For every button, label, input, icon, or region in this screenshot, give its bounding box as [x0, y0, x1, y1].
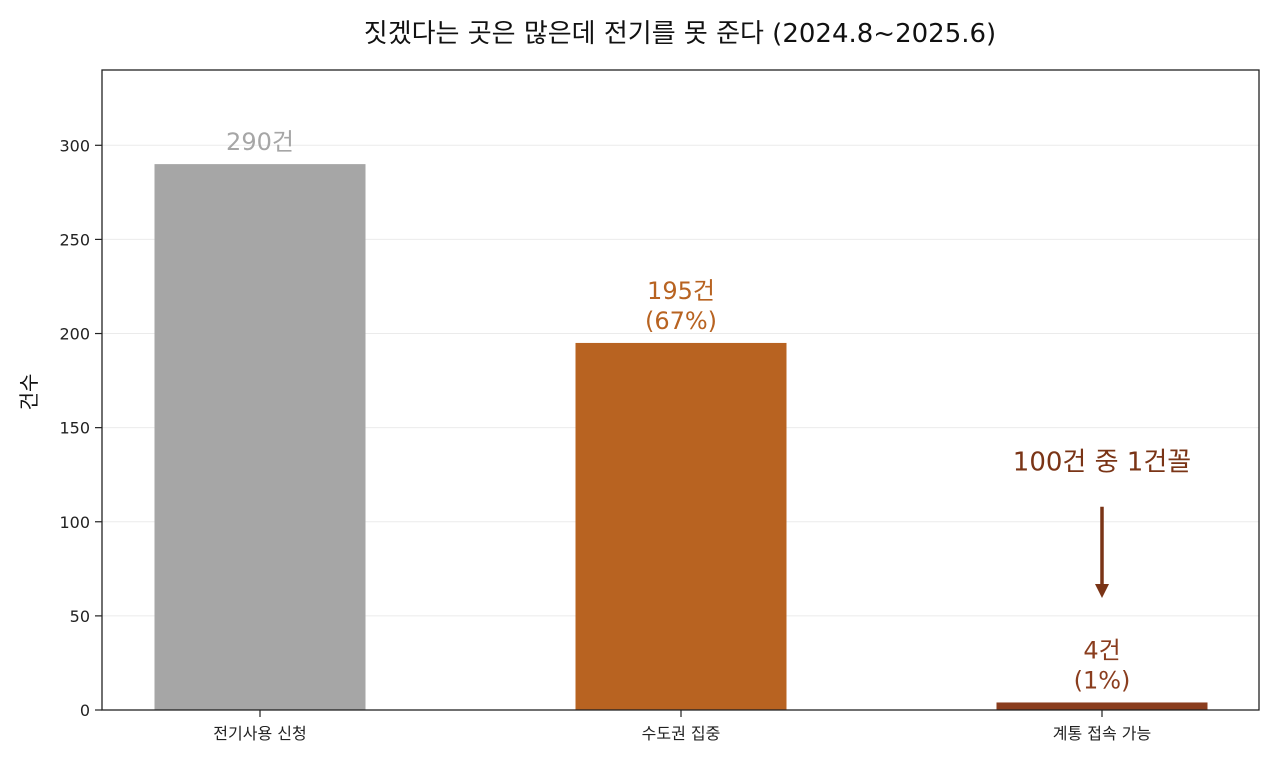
chart-title: 짓겠다는 곳은 많은데 전기를 못 준다 (2024.8~2025.6)	[364, 19, 996, 49]
bar	[154, 164, 366, 710]
y-tick-label: 250	[59, 230, 90, 249]
x-tick-label: 수도권 집중	[642, 724, 721, 743]
y-tick-label: 150	[59, 419, 90, 438]
annotation-arrow-head	[1095, 584, 1109, 599]
y-axis-label: 건수	[17, 374, 41, 411]
data-label: 4건	[1083, 636, 1120, 664]
data-labels: 290건 195건(67%) 4건(1%)	[226, 128, 1130, 694]
bar	[575, 342, 787, 710]
annotation-text: 100건 중 1건꼴	[1013, 448, 1191, 478]
data-label: 290건	[226, 128, 294, 156]
data-label: 195건	[647, 277, 715, 305]
y-tick-label: 200	[59, 325, 90, 344]
annotation: 100건 중 1건꼴	[1013, 448, 1191, 599]
y-tick-label: 100	[59, 513, 90, 532]
bars	[154, 164, 1208, 710]
bar	[996, 702, 1208, 710]
data-label: (67%)	[645, 307, 717, 335]
x-tick-label: 전기사용 신청	[213, 724, 306, 743]
y-tick-label: 50	[70, 607, 90, 626]
y-tick-label: 300	[59, 136, 90, 155]
x-tick-label: 계통 접속 가능	[1053, 724, 1152, 743]
axes: 0 50 100 150 200 250 300 전기사용 신청 수도권 집중 계통 접속 가능	[59, 136, 1151, 743]
data-label: (1%)	[1074, 666, 1131, 694]
y-tick-label: 0	[80, 701, 90, 720]
